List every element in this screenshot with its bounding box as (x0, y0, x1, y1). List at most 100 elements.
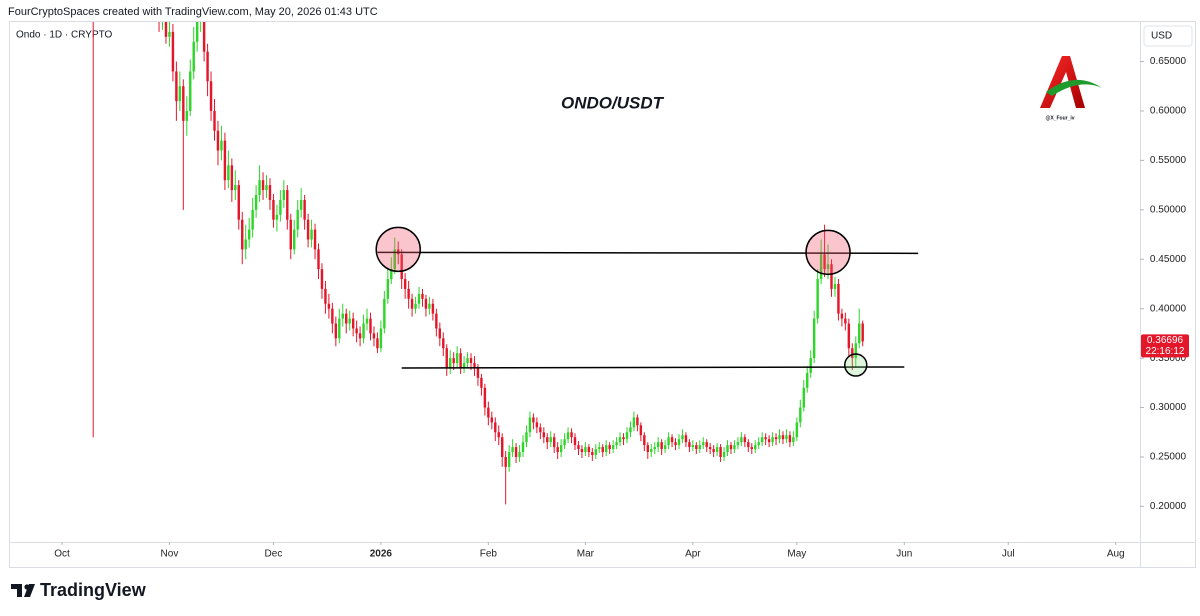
candle-body (407, 288, 410, 299)
candle-body (268, 185, 272, 200)
candle-body (310, 229, 313, 240)
candle-body (497, 432, 500, 438)
candle-body (535, 422, 539, 428)
candle-body (286, 190, 289, 220)
x-tick-label: Jul (1002, 549, 1015, 560)
candle-body (247, 229, 251, 240)
candle-body (663, 445, 667, 450)
candle-body (532, 417, 535, 423)
candle-body (754, 445, 757, 450)
header-text: FourCryptoSpaces created with TradingVie… (8, 6, 378, 18)
candle-body (819, 254, 823, 280)
candle-body (313, 229, 317, 250)
candle-body (358, 333, 362, 339)
candle-body (729, 445, 733, 450)
candle-body (202, 22, 206, 52)
candle-body (601, 447, 604, 453)
x-tick-label: 2026 (370, 549, 393, 560)
y-tick-label: 0.55000 (1150, 155, 1187, 166)
symbol-info: Ondo · 1D · CRYPTO (16, 30, 113, 41)
candle-body (698, 445, 701, 450)
candle-body (539, 427, 542, 433)
candle-body (320, 269, 324, 289)
candle-body (376, 338, 379, 349)
candle-body (788, 435, 792, 443)
x-tick-label: Dec (265, 549, 283, 560)
candle-body (414, 303, 417, 309)
highlight-circle (805, 229, 851, 276)
candle-body (736, 442, 740, 446)
candle-body (476, 368, 480, 378)
candle-body (712, 449, 715, 453)
candle-body (289, 219, 292, 250)
candle-body (306, 219, 310, 240)
candle-body (826, 264, 830, 270)
candle-body (445, 348, 448, 369)
candle-body (525, 432, 528, 443)
x-tick-label: Oct (54, 549, 70, 560)
candle-body (684, 435, 688, 443)
candle-body (598, 447, 601, 450)
logo-swoosh (1046, 79, 1102, 96)
candle-body (837, 283, 840, 314)
footer-logo-dot (24, 584, 30, 590)
candle-body (393, 249, 396, 270)
candle-body (809, 358, 812, 373)
candle-body (473, 363, 476, 369)
last-price-box (1141, 334, 1189, 358)
candle-body (677, 439, 681, 446)
candle-body (847, 323, 851, 349)
candle-body (566, 432, 570, 440)
candle-body (338, 318, 341, 339)
plot-area (92, 22, 919, 505)
candle-body (421, 293, 424, 299)
candle-body (164, 22, 168, 37)
candle-body (494, 422, 497, 433)
candle-body (504, 456, 507, 467)
candle-body (778, 435, 781, 440)
candle-body (656, 442, 660, 448)
y-tick-label: 0.45000 (1150, 254, 1187, 265)
candle-body (781, 435, 785, 440)
x-tick-label: Feb (480, 549, 498, 560)
candle-body (708, 447, 712, 450)
candle-body (431, 303, 435, 314)
candle-body (604, 445, 608, 453)
candle-body (213, 110, 216, 131)
candle-body (455, 353, 459, 364)
candle-body (705, 442, 708, 448)
candle-body (795, 422, 799, 438)
candle-body (237, 185, 240, 220)
candle-body (189, 71, 192, 111)
candle-body (324, 288, 327, 304)
candle-body (275, 214, 279, 220)
candle-body (563, 439, 566, 446)
candle-body (618, 437, 622, 443)
candle-body (507, 452, 511, 467)
candle-body (351, 318, 355, 329)
candle-body (362, 323, 365, 339)
candle-body (303, 199, 306, 220)
highlight-circle (844, 353, 868, 377)
candle-body (379, 328, 383, 349)
candle-body (327, 303, 331, 309)
last-price-label: 0.36696 (1147, 335, 1184, 346)
candle-body (261, 180, 265, 191)
x-tick-label: Nov (161, 549, 179, 560)
candle-body (587, 447, 591, 453)
candle-body (487, 407, 490, 418)
candle-body (227, 165, 230, 181)
candle-body (577, 445, 580, 450)
candle-body (861, 323, 864, 342)
candle-body (417, 293, 421, 304)
candle-body (216, 130, 220, 151)
candle-body (854, 343, 857, 359)
candle-body (182, 86, 185, 121)
candle-body (722, 452, 726, 457)
watermark-text: @X_Four_iv (1045, 115, 1074, 121)
candle-body (390, 269, 393, 280)
candle-body (785, 435, 788, 440)
candle-body (608, 445, 611, 450)
